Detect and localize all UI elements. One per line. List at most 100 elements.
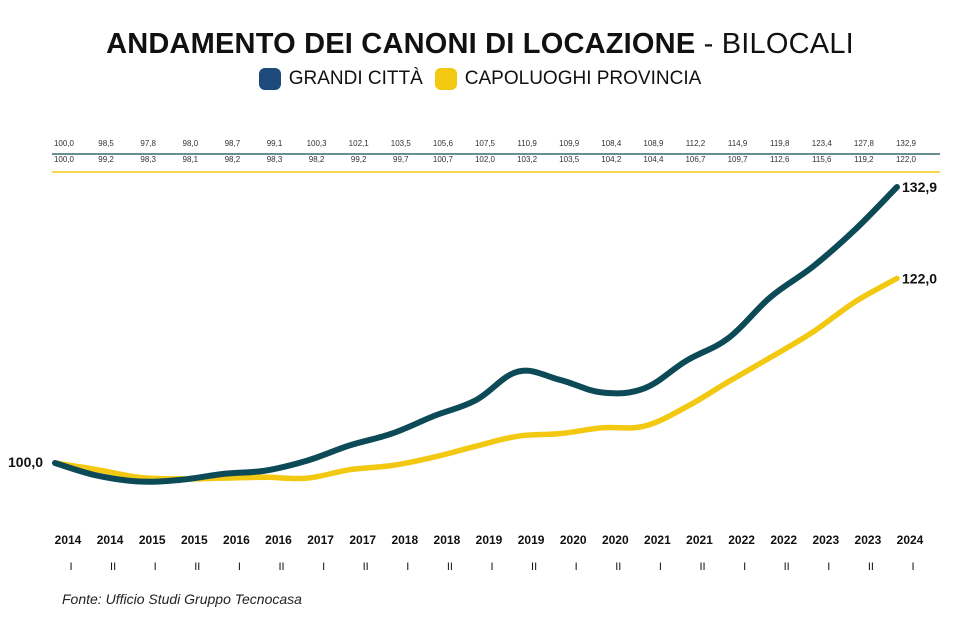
table-cell-grandi-citta: 109,9 [559,139,580,148]
chart-title-bold: ANDAMENTO DEI CANONI DI LOCAZIONE [106,28,696,60]
table-cell-capoluoghi: 109,7 [728,155,749,164]
x-tick-year: 2015 [139,533,166,547]
x-tick-half: II [699,561,705,573]
table-cell-capoluoghi: 106,7 [685,155,706,164]
table-cell-grandi-citta: 132,9 [896,139,917,148]
table-cell-grandi-citta: 99,1 [267,139,283,148]
table-cell-capoluoghi: 98,2 [225,155,241,164]
x-tick-half: I [911,561,914,573]
legend: GRANDI CITTÀ CAPOLUOGHI PROVINCIA [0,68,960,90]
x-tick-half: I [238,561,241,573]
x-tick-half: I [154,561,157,573]
table-cell-grandi-citta: 114,9 [728,139,748,148]
x-tick-year: 2019 [476,533,503,547]
x-tick-half: II [447,561,453,573]
table-cell-capoluoghi: 99,2 [98,155,114,164]
table-cell-capoluoghi: 104,2 [601,155,622,164]
x-tick-year: 2020 [602,533,629,547]
table-cell-grandi-citta: 100,3 [307,139,328,148]
x-tick-year: 2015 [181,533,208,547]
x-tick-half: I [490,561,493,573]
table-cell-grandi-citta: 98,5 [98,139,114,148]
table-cell-capoluoghi: 99,7 [393,155,409,164]
table-cell-capoluoghi: 112,6 [770,155,790,164]
start-value-label: 100,0 [8,454,43,470]
legend-swatch-capoluoghi [434,68,457,90]
table-cell-grandi-citta: 103,5 [391,139,412,148]
table-cell-capoluoghi: 119,2 [854,155,874,164]
table-cell-capoluoghi: 115,6 [812,155,832,164]
x-tick-half: II [615,561,621,573]
x-tick-year: 2018 [434,533,461,547]
series-line-grandi-citta [52,184,900,485]
x-tick-year: 2023 [855,533,882,547]
table-cell-capoluoghi: 102,0 [475,155,496,164]
table-cell-capoluoghi: 103,2 [517,155,538,164]
table-cell-capoluoghi: 99,2 [351,155,367,164]
x-tick-year: 2023 [812,533,839,547]
table-cell-capoluoghi: 98,2 [309,155,325,164]
x-tick-half: II [531,561,537,573]
table-cell-capoluoghi: 103,5 [559,155,580,164]
series-line-capoluoghi [52,275,900,482]
table-cell-capoluoghi: 98,1 [183,155,199,164]
source-note: Fonte: Ufficio Studi Gruppo Tecnocasa [62,591,302,607]
x-tick-year: 2014 [97,533,124,547]
legend-item-capoluoghi: CAPOLUOGHI PROVINCIA [434,68,702,90]
x-tick-year: 2024 [897,533,924,547]
x-tick-half: I [575,561,578,573]
table-cell-grandi-citta: 108,4 [601,139,622,148]
x-tick-year: 2021 [686,533,713,547]
x-tick-half: I [827,561,830,573]
table-cell-grandi-citta: 119,8 [770,139,790,148]
x-tick-half: II [110,561,116,573]
legend-label-grandi-citta: GRANDI CITTÀ [288,68,423,89]
table-cell-grandi-citta: 127,8 [854,139,875,148]
x-tick-year: 2017 [349,533,376,547]
table-cell-grandi-citta: 107,5 [475,139,496,148]
x-tick-half: I [743,561,746,573]
x-tick-half: II [278,561,284,573]
table-cell-grandi-citta: 108,9 [643,139,664,148]
table-cell-grandi-citta: 97,8 [140,139,156,148]
x-tick-year: 2020 [560,533,587,547]
table-cell-grandi-citta: 98,0 [183,139,199,148]
table-cell-grandi-citta: 123,4 [812,139,833,148]
legend-item-grandi-citta: GRANDI CITTÀ [258,68,423,90]
table-cell-capoluoghi: 98,3 [140,155,156,164]
table-cell-grandi-citta: 105,6 [433,139,454,148]
table-cell-grandi-citta: 112,2 [686,139,706,148]
x-tick-half: II [363,561,369,573]
end-value-label-grandi-citta: 132,9 [902,179,937,195]
x-tick-half: I [69,561,72,573]
x-tick-year: 2022 [770,533,797,547]
x-tick-year: 2019 [518,533,545,547]
end-value-label-capoluoghi: 122,0 [902,270,937,286]
legend-label-capoluoghi: CAPOLUOGHI PROVINCIA [464,68,702,89]
x-tick-half: II [784,561,790,573]
table-cell-capoluoghi: 100,7 [433,155,454,164]
x-tick-year: 2021 [644,533,671,547]
x-tick-half: I [322,561,325,573]
table-cell-capoluoghi: 122,0 [896,155,917,164]
x-tick-half: I [659,561,662,573]
x-tick-half: II [194,561,200,573]
table-cell-capoluoghi: 100,0 [54,155,75,164]
x-tick-year: 2016 [223,533,250,547]
legend-swatch-grandi-citta [258,68,281,90]
table-cell-grandi-citta: 98,7 [225,139,241,148]
x-tick-half: I [406,561,409,573]
table-cell-capoluoghi: 98,3 [267,155,283,164]
chart-title: ANDAMENTO DEI CANONI DI LOCAZIONE - BILO… [0,28,960,61]
x-tick-year: 2017 [307,533,334,547]
table-cell-capoluoghi: 104,4 [643,155,664,164]
table-cell-grandi-citta: 102,1 [349,139,370,148]
chart-title-light: - BILOCALI [695,28,854,60]
table-cell-grandi-citta: 110,9 [517,139,537,148]
x-tick-year: 2016 [265,533,292,547]
x-tick-year: 2014 [55,533,82,547]
x-tick-half: II [868,561,874,573]
x-tick-year: 2018 [391,533,418,547]
table-cell-grandi-citta: 100,0 [54,139,75,148]
